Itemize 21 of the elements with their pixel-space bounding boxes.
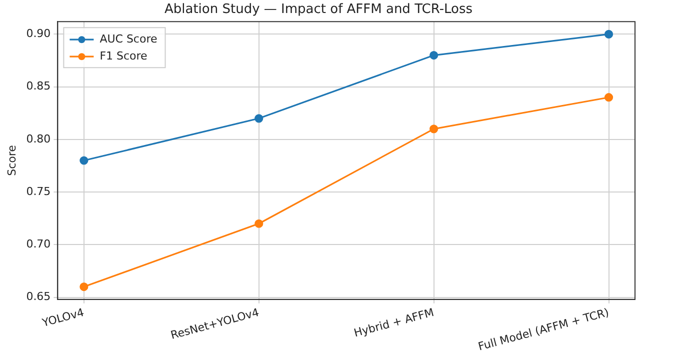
y-tick-label: 0.90 <box>26 27 51 40</box>
point <box>604 93 614 102</box>
point <box>430 124 438 134</box>
y-axis-title: Score <box>5 144 18 176</box>
y-tick-label: 0.65 <box>26 290 51 304</box>
point <box>254 219 264 228</box>
point <box>254 114 264 123</box>
chart-title: Ablation Study — Impact of AFFM and TCR-Loss <box>164 2 473 18</box>
point <box>430 50 438 60</box>
legend-label: F1 Score <box>100 49 148 62</box>
point <box>80 282 88 292</box>
y-tick-label: 0.70 <box>26 238 51 251</box>
legend-label: AUC Score <box>100 32 158 46</box>
point <box>80 156 88 165</box>
y-tick-label: 0.80 <box>26 132 51 146</box>
y-tick-label: 0.85 <box>26 80 51 93</box>
x-tick-label: YOLOv4 <box>40 306 86 330</box>
x-tick-label: Hybrid + AFFM <box>352 306 436 340</box>
y-tick-label: 0.75 <box>26 184 51 198</box>
x-tick-label: Full Model (AFFM + TCR) <box>476 306 610 354</box>
point <box>604 30 614 39</box>
